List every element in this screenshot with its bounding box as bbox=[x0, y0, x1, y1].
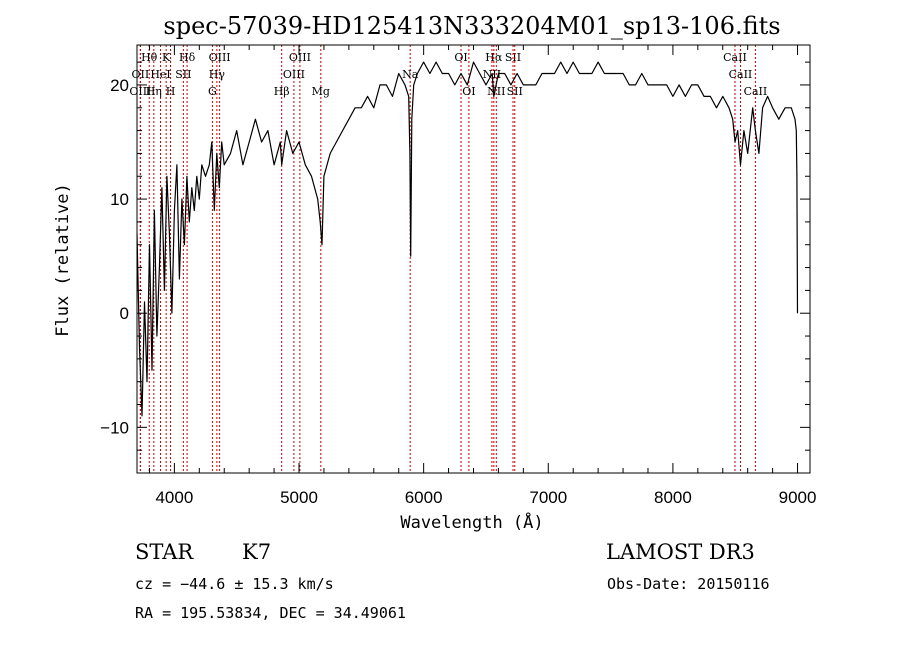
line-label-6: Hδ bbox=[179, 51, 196, 64]
line-label-16: Na bbox=[402, 68, 419, 81]
line-label-12: OIII bbox=[289, 51, 311, 64]
line-label-25: CaII bbox=[729, 68, 753, 81]
x-tick-label-3: 7000 bbox=[529, 488, 567, 507]
line-label-8: H bbox=[166, 85, 176, 98]
redshift-text: cz = −44.6 ± 15.3 km/s bbox=[135, 575, 334, 593]
series-line-flux bbox=[137, 61, 799, 417]
ticks-layer: 4000 5000 6000 7000 8000 9000 −10 0 10 20 bbox=[100, 45, 816, 507]
line-label-24: CaII bbox=[723, 51, 747, 64]
line-label-5: Hη bbox=[146, 85, 162, 98]
line-label-23: SII bbox=[507, 85, 523, 98]
line-label-13: OIII bbox=[283, 68, 305, 81]
x-axis-label: Wavelength (Å) bbox=[400, 511, 543, 533]
object-subclass: K7 bbox=[242, 540, 272, 564]
line-label-9: OIII bbox=[209, 51, 231, 64]
y-tick-label-0: −10 bbox=[100, 418, 129, 437]
line-label-20: SII bbox=[505, 51, 521, 64]
line-label-22: NII bbox=[487, 85, 505, 98]
line-label-10: Hγ bbox=[209, 68, 226, 81]
line-label-4: HeI bbox=[150, 68, 170, 81]
obs-date-text: Obs-Date: 20150116 bbox=[607, 575, 770, 593]
x-tick-label-0: 4000 bbox=[155, 488, 193, 507]
line-label-3: K bbox=[162, 51, 171, 64]
y-axis-label: Flux (relative) bbox=[53, 183, 73, 337]
line-label-7: SII bbox=[175, 68, 191, 81]
x-tick-label-2: 6000 bbox=[405, 488, 443, 507]
line-label-11: G bbox=[208, 85, 217, 98]
line-label-14: Hβ bbox=[274, 85, 290, 98]
line-label-18: OI bbox=[462, 85, 475, 98]
line-label-26: CaII bbox=[744, 85, 768, 98]
line-label-0: Hθ bbox=[141, 51, 158, 64]
y-tick-label-1: 0 bbox=[120, 304, 129, 323]
x-tick-label-5: 9000 bbox=[779, 488, 817, 507]
radec-text: RA = 195.53834, DEC = 34.49061 bbox=[135, 604, 406, 622]
object-class: STAR bbox=[135, 540, 194, 564]
data-layer bbox=[137, 61, 799, 417]
line-label-17: OI bbox=[454, 51, 467, 64]
survey-name: LAMOST DR3 bbox=[606, 540, 755, 564]
x-tick-label-1: 5000 bbox=[280, 488, 318, 507]
line-label-19: Hα bbox=[485, 51, 503, 64]
chart-title: spec-57039-HD125413N333204M01_sp13-106.f… bbox=[163, 12, 780, 40]
x-tick-label-4: 8000 bbox=[654, 488, 692, 507]
y-tick-label-3: 20 bbox=[110, 76, 129, 95]
y-tick-label-2: 10 bbox=[110, 190, 129, 209]
line-label-15: Mg bbox=[312, 85, 330, 98]
plot-frame bbox=[136, 44, 811, 474]
line-label-2: OIII bbox=[129, 85, 151, 98]
